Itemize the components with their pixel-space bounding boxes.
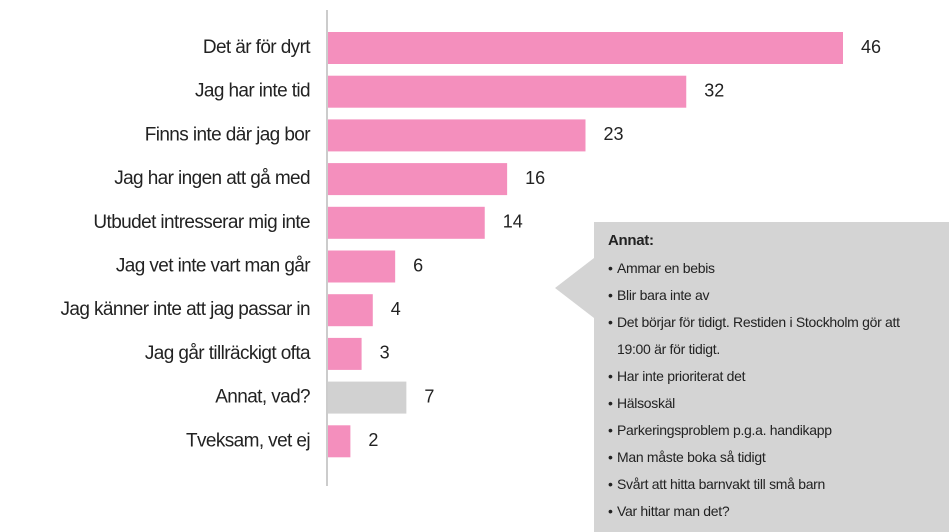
value-label: 4	[391, 299, 401, 319]
category-label: Jag känner inte att jag passar in	[60, 299, 310, 320]
bar	[328, 337, 362, 370]
value-label: 6	[413, 255, 423, 275]
bar	[328, 75, 687, 108]
annotation: Annat: Ammar en bebisBlir bara inte avDe…	[608, 232, 908, 525]
category-label: Jag går tillräckigt ofta	[145, 343, 311, 364]
category-label: Utbudet intresserar mig inte	[93, 212, 310, 233]
value-label: 46	[861, 37, 881, 57]
bar	[328, 206, 485, 239]
bar	[328, 294, 373, 327]
value-label: 23	[604, 124, 624, 144]
annotation-item: Blir bara inte av	[608, 282, 908, 309]
bar	[328, 250, 396, 283]
bar	[328, 119, 586, 152]
annotation-item: Ammar en bebis	[608, 255, 908, 282]
category-label: Jag har inte tid	[195, 81, 310, 102]
bar	[328, 32, 843, 64]
value-label: 7	[424, 386, 434, 406]
value-label: 2	[368, 430, 378, 450]
annotation-item: Var hittar man det?	[608, 498, 908, 525]
bar	[328, 381, 407, 414]
annotation-item: Man måste boka så tidigt	[608, 444, 908, 471]
value-label: 14	[503, 212, 523, 232]
annotation-list: Ammar en bebisBlir bara inte avDet börja…	[608, 255, 908, 525]
bar	[328, 163, 508, 196]
annotation-item: Har inte prioriterat det	[608, 363, 908, 390]
category-label: Jag har ingen att gå med	[114, 168, 310, 189]
annotation-item: Parkeringsproblem p.g.a. handikapp	[608, 417, 908, 444]
category-label: Annat, vad?	[215, 387, 310, 408]
value-label: 16	[525, 168, 545, 188]
bar	[328, 425, 351, 458]
category-label: Finns inte där jag bor	[145, 124, 312, 145]
category-label: Tveksam, vet ej	[186, 430, 310, 451]
annotation-item: Hälsoskäl	[608, 390, 908, 417]
category-label: Jag vet inte vart man går	[116, 256, 311, 277]
value-label: 3	[380, 343, 390, 363]
category-label: Det är för dyrt	[203, 37, 311, 58]
annotation-item: Svårt att hitta barnvakt till små barn	[608, 471, 908, 498]
annotation-item: Det börjar för tidigt. Restiden i Stockh…	[608, 309, 908, 363]
value-label: 32	[704, 80, 724, 100]
annotation-title: Annat:	[608, 232, 654, 249]
